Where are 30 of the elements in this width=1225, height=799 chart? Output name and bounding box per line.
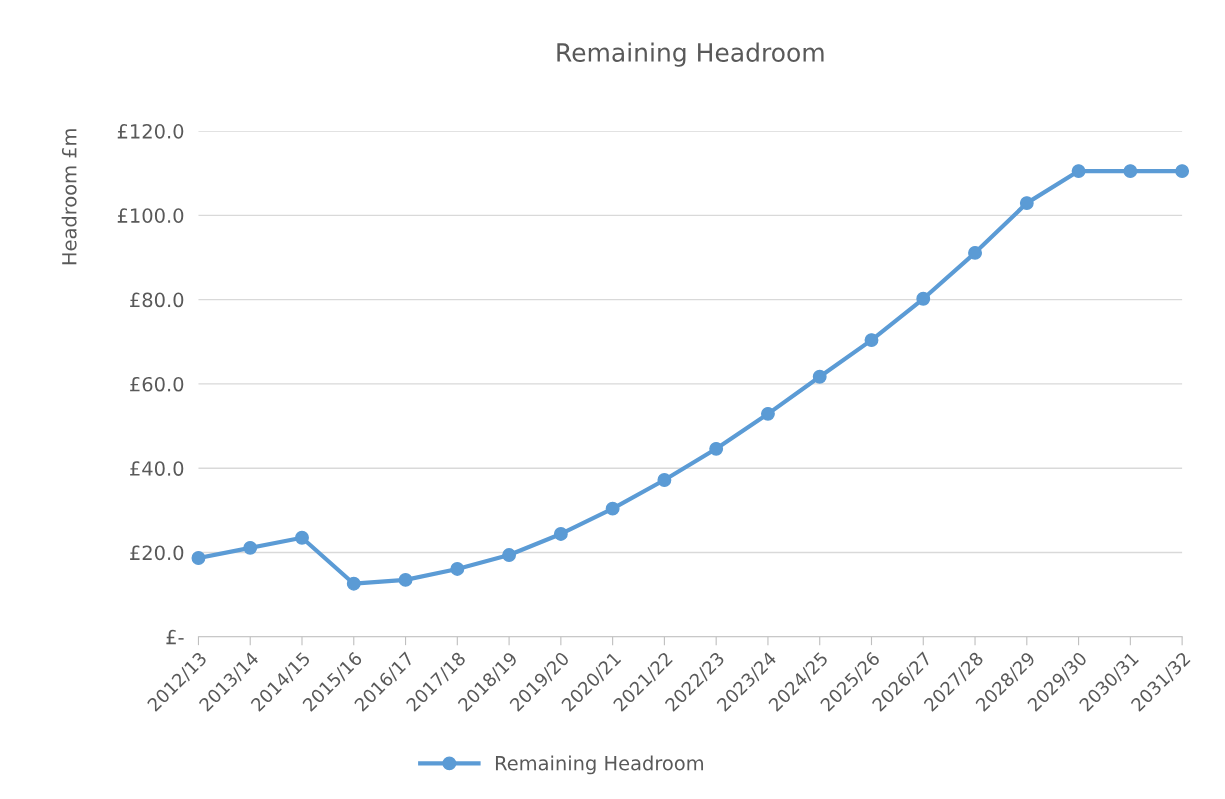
y-tick-label: £20.0	[130, 545, 184, 561]
point	[1175, 164, 1190, 179]
point	[1071, 164, 1086, 179]
point	[295, 530, 309, 545]
y-tick-label: £40.0	[130, 461, 184, 476]
y-axis-title: Headroom £m	[61, 129, 77, 265]
point	[398, 572, 413, 587]
point	[605, 501, 620, 516]
legend-label: Remaining Headroom	[495, 755, 703, 775]
y-tick-label: £120.0	[117, 123, 184, 139]
chart-title: Remaining Headroom	[557, 42, 824, 67]
point	[1123, 164, 1138, 179]
y-tick-label: £60.0	[130, 376, 184, 392]
point	[657, 473, 672, 487]
point	[191, 551, 206, 565]
point	[968, 245, 982, 260]
y-tick-label: £80.0	[130, 292, 184, 308]
point	[864, 333, 879, 348]
point	[450, 562, 465, 576]
point	[553, 527, 568, 541]
point	[761, 406, 775, 421]
y-tick-label: £100.0	[117, 208, 184, 223]
point	[502, 548, 517, 562]
point	[1019, 196, 1034, 211]
point	[346, 576, 361, 591]
point	[243, 540, 258, 555]
point	[812, 369, 827, 384]
y-tick-label: £-	[166, 629, 184, 645]
point	[916, 291, 931, 306]
point	[709, 441, 724, 456]
